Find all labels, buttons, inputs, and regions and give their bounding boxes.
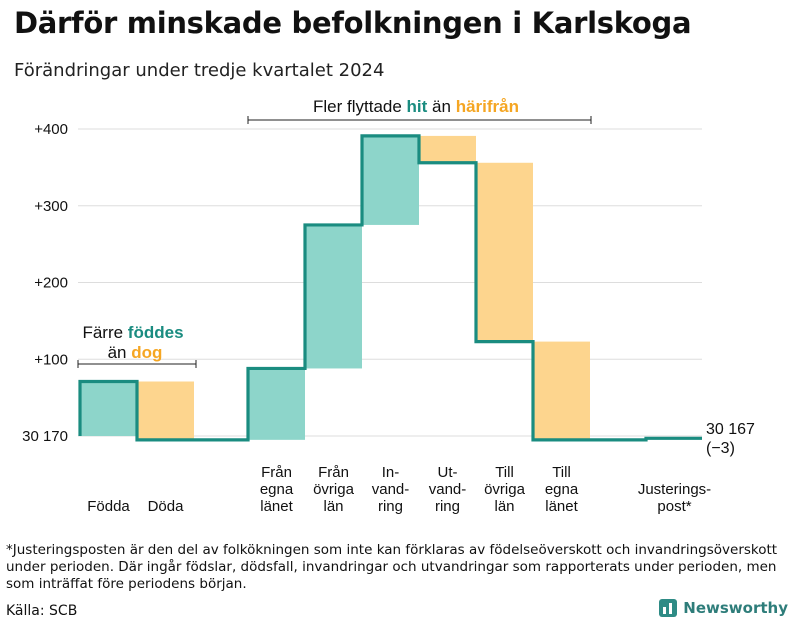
brand-name: Newsworthy <box>683 599 788 617</box>
bar-fodda <box>80 381 137 436</box>
category-label-till-egna-lanet: egna <box>545 481 579 498</box>
end-change-label: (−3) <box>706 440 735 457</box>
category-label-fran-egna-lanet: egna <box>260 481 294 498</box>
annotation-migration-part: hit <box>407 97 428 116</box>
y-tick-label: +300 <box>34 198 68 215</box>
bar-fran-egna-lanet <box>248 368 305 440</box>
annotation-births-line1-part: Färre <box>82 323 127 342</box>
category-label-fran-egna-lanet: länet <box>260 498 293 515</box>
category-label-justeringspost: post* <box>657 498 691 515</box>
bar-fran-ovriga-lan <box>305 224 362 369</box>
category-label-invandring: In- <box>382 464 400 481</box>
annotation-migration-part: än <box>427 97 455 116</box>
annotation-births-line1: Färre föddes <box>82 323 183 342</box>
waterfall-step-line <box>78 134 702 442</box>
bar-till-ovriga-lan <box>476 162 533 342</box>
category-label-fran-ovriga-lan: Från <box>318 464 349 481</box>
source-label: Källa: SCB <box>6 603 78 619</box>
brand-logo: Newsworthy <box>659 599 788 617</box>
annotation-migration-part: härifrån <box>456 97 519 116</box>
category-label-till-egna-lanet: länet <box>545 498 578 515</box>
category-label-invandring: vand- <box>372 481 410 498</box>
category-label-till-egna-lanet: Till <box>552 464 571 481</box>
chart-bars-icon <box>659 599 678 617</box>
y-tick-label: +100 <box>34 351 68 368</box>
category-label-till-ovriga-lan: övriga <box>484 481 526 498</box>
category-label-till-ovriga-lan: län <box>494 498 514 515</box>
y-tick-label: 30 170 <box>22 428 68 445</box>
annotation-migration-part: Fler flyttade <box>313 97 407 116</box>
y-tick-label: +400 <box>34 121 68 138</box>
chart-subtitle: Förändringar under tredje kvartalet 2024 <box>14 60 385 81</box>
category-label-utvandring: ring <box>435 498 460 515</box>
category-label-doda: Döda <box>148 498 185 515</box>
annotation-births-line2-part: än <box>108 343 132 362</box>
bar-till-egna-lanet <box>533 341 590 440</box>
category-label-invandring: ring <box>378 498 403 515</box>
category-label-fodda: Födda <box>87 498 130 515</box>
annotation-births-line2: än dog <box>108 343 163 362</box>
category-label-fran-ovriga-lan: län <box>323 498 343 515</box>
category-label-utvandring: vand- <box>429 481 467 498</box>
category-label-till-ovriga-lan: Till <box>495 464 514 481</box>
annotation-births-line1-part: föddes <box>128 323 184 342</box>
bar-utvandring <box>419 135 476 163</box>
bar-doda <box>137 381 194 440</box>
y-tick-label: +200 <box>34 275 68 292</box>
chart-title: Därför minskade befolkningen i Karlskoga <box>14 6 692 40</box>
bar-invandring <box>362 135 419 225</box>
category-label-fran-egna-lanet: Från <box>261 464 292 481</box>
annotation-migration: Fler flyttade hit än härifrån <box>313 97 519 116</box>
end-value-label: 30 167 <box>706 421 755 438</box>
category-label-utvandring: Ut- <box>438 464 458 481</box>
footnote: *Justeringsposten är den del av folkökni… <box>6 542 778 592</box>
category-label-justeringspost: Justerings- <box>638 481 711 498</box>
annotation-births-line2-part: dog <box>131 343 162 362</box>
category-label-fran-ovriga-lan: övriga <box>313 481 355 498</box>
